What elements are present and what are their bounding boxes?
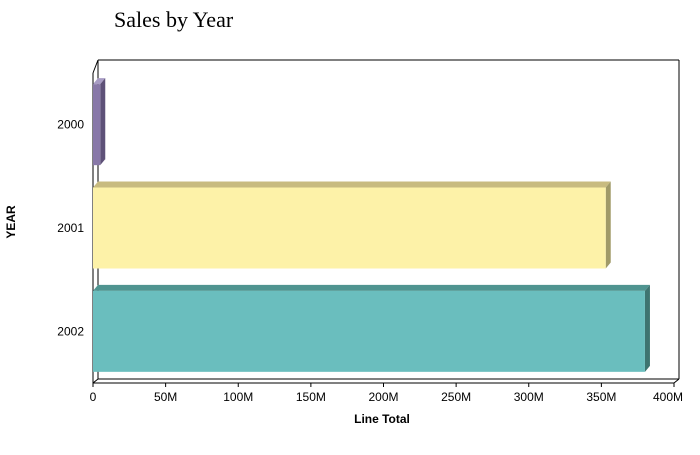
x-axis-label: Line Total — [354, 412, 410, 426]
bar-2000-side-face — [100, 78, 106, 166]
bar-2002-side-face — [644, 284, 650, 372]
y-tick-label-2000: 2000 — [57, 118, 84, 132]
bar-2002-top-face — [93, 284, 650, 291]
x-tick-labels: 0 50M 100M 150M 200M 250M 300M 350M 400M — [90, 383, 683, 404]
x-tick-label: 250M — [441, 390, 471, 404]
bar-2002-front-face — [93, 290, 645, 372]
bars-group — [93, 78, 650, 372]
x-tick-label: 100M — [223, 390, 253, 404]
y-tick-labels: 2000 2001 2002 — [57, 118, 84, 339]
x-tick-label: 0 — [90, 390, 97, 404]
y-axis-label: YEAR — [4, 205, 18, 239]
bar-2000 — [93, 78, 106, 166]
y-tick-label-2001: 2001 — [57, 221, 84, 235]
bar-2001-side-face — [605, 181, 611, 269]
y-tick-label-2002: 2002 — [57, 324, 84, 338]
bar-2001-top-face — [93, 181, 611, 188]
bar-2002 — [93, 284, 650, 372]
x-tick-label: 400M — [653, 390, 683, 404]
x-tick-label: 200M — [368, 390, 398, 404]
bar-2000-top-face — [93, 78, 106, 85]
x-tick-label: 350M — [586, 390, 616, 404]
x-tick-label: 300M — [514, 390, 544, 404]
x-tick-label: 50M — [154, 390, 177, 404]
bar-2001 — [93, 181, 611, 269]
x-tick-label: 150M — [296, 390, 326, 404]
bar-2001-front-face — [93, 187, 606, 269]
chart-title: Sales by Year — [114, 7, 234, 32]
bar-2000-front-face — [93, 84, 101, 166]
